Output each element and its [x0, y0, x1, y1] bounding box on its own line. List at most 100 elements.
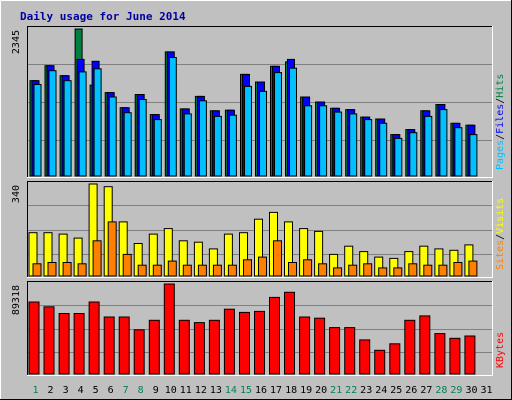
- bar-pages-day-8: [138, 99, 147, 177]
- bar-sites-day-16: [258, 256, 267, 277]
- day-label-4: 4: [78, 385, 84, 396]
- day-label-29: 29: [450, 385, 462, 396]
- bar-pages-day-7: [123, 112, 132, 177]
- bar-pages-day-20: [319, 105, 328, 177]
- bar-kbytes-day-24: [374, 349, 386, 375]
- panel-2-ymax-label: 340: [11, 185, 22, 203]
- bar-sites-day-9: [152, 264, 162, 277]
- bar-pages-day-21: [334, 111, 343, 177]
- day-label-1: 1: [32, 385, 38, 396]
- bar-sites-day-13: [212, 264, 222, 277]
- bar-kbytes-day-20: [314, 317, 326, 375]
- panel-2-legend: Sites/Visits: [495, 198, 506, 270]
- bar-pages-day-10: [168, 57, 177, 177]
- day-label-6: 6: [108, 385, 114, 396]
- bar-kbytes-day-15: [239, 311, 250, 375]
- bar-sites-day-5: [92, 240, 102, 277]
- bar-kbytes-day-4: [73, 313, 85, 375]
- bar-kbytes-day-18: [284, 291, 295, 375]
- bar-kbytes-day-2: [43, 306, 55, 375]
- bar-pages-day-25: [394, 137, 403, 177]
- bar-sites-day-1: [32, 263, 42, 277]
- bar-sites-day-8: [137, 264, 147, 277]
- bar-sites-day-23: [363, 263, 373, 277]
- legend-separator: /: [495, 234, 506, 240]
- bar-sites-day-3: [62, 262, 72, 277]
- bar-pages-day-28: [439, 109, 448, 177]
- bar-pages-day-23: [364, 119, 373, 177]
- bar-pages-day-13: [213, 115, 222, 177]
- bar-pages-day-22: [349, 113, 358, 177]
- day-label-24: 24: [375, 385, 387, 396]
- bar-sites-day-24: [378, 267, 388, 277]
- day-label-10: 10: [165, 385, 177, 396]
- bar-pages-day-14: [228, 114, 237, 177]
- bar-pages-day-18: [289, 67, 297, 177]
- bar-sites-day-19: [303, 259, 313, 277]
- bar-sites-day-22: [348, 264, 358, 277]
- bar-pages-day-12: [198, 100, 207, 177]
- day-label-31: 31: [480, 385, 492, 396]
- legend-visits: Visits: [495, 198, 506, 234]
- bar-kbytes-day-21: [329, 327, 341, 375]
- day-label-19: 19: [300, 385, 312, 396]
- bar-kbytes-day-3: [58, 313, 70, 375]
- bar-sites-day-10: [167, 260, 177, 277]
- legend-sites: Sites: [495, 240, 506, 270]
- legend-kbytes: KBytes: [495, 332, 506, 368]
- day-label-16: 16: [255, 385, 267, 396]
- bar-kbytes-day-25: [389, 343, 401, 375]
- bar-kbytes-day-10: [163, 283, 175, 375]
- bar-pages-day-6: [108, 96, 117, 177]
- bar-sites-day-12: [197, 264, 207, 277]
- bar-kbytes-day-26: [404, 319, 416, 375]
- bar-kbytes-day-12: [193, 322, 205, 375]
- bar-kbytes-day-6: [103, 316, 115, 375]
- bar-sites-day-30: [468, 260, 478, 277]
- day-label-17: 17: [270, 385, 282, 396]
- bar-pages-day-17: [274, 72, 282, 177]
- bar-kbytes-day-11: [178, 319, 190, 375]
- bar-pages-day-2: [48, 70, 57, 177]
- day-label-11: 11: [180, 385, 192, 396]
- bar-sites-day-18: [288, 262, 297, 277]
- bar-kbytes-day-5: [88, 301, 100, 375]
- bar-pages-day-3: [63, 80, 72, 177]
- bar-sites-day-21: [333, 267, 343, 277]
- bar-pages-day-24: [379, 122, 388, 177]
- bar-pages-day-1: [33, 84, 42, 177]
- day-label-5: 5: [93, 385, 99, 396]
- bar-sites-day-29: [453, 262, 463, 277]
- bar-pages-day-19: [304, 105, 313, 177]
- day-label-20: 20: [315, 385, 327, 396]
- bar-kbytes-day-13: [208, 319, 220, 375]
- bar-pages-day-27: [424, 115, 433, 177]
- bar-pages-day-30: [469, 134, 478, 177]
- bar-pages-day-4: [78, 71, 87, 177]
- bar-kbytes-day-7: [118, 316, 130, 375]
- bar-kbytes-day-14: [223, 308, 235, 375]
- panel-1-ymax-label: 2345: [11, 30, 22, 54]
- chart-title: Daily usage for June 2014: [20, 10, 186, 23]
- bar-pages-day-29: [454, 127, 463, 177]
- panel-3-legend: KBytes: [495, 332, 506, 368]
- bar-sites-day-28: [438, 264, 448, 277]
- day-label-18: 18: [285, 385, 297, 396]
- bar-pages-day-11: [183, 113, 192, 177]
- bar-pages-day-9: [153, 119, 162, 177]
- bar-kbytes-day-23: [359, 339, 371, 375]
- bar-kbytes-day-28: [434, 333, 446, 375]
- bar-pages-day-16: [259, 90, 267, 177]
- bar-kbytes-day-16: [254, 310, 265, 375]
- bar-kbytes-day-9: [148, 319, 160, 375]
- bar-sites-day-27: [423, 264, 433, 277]
- day-label-26: 26: [405, 385, 417, 396]
- day-label-3: 3: [63, 385, 69, 396]
- bar-kbytes-day-30: [464, 335, 476, 375]
- bar-sites-day-14: [227, 264, 237, 277]
- day-label-9: 9: [153, 385, 159, 396]
- day-label-25: 25: [390, 385, 402, 396]
- bar-pages-day-26: [409, 132, 418, 177]
